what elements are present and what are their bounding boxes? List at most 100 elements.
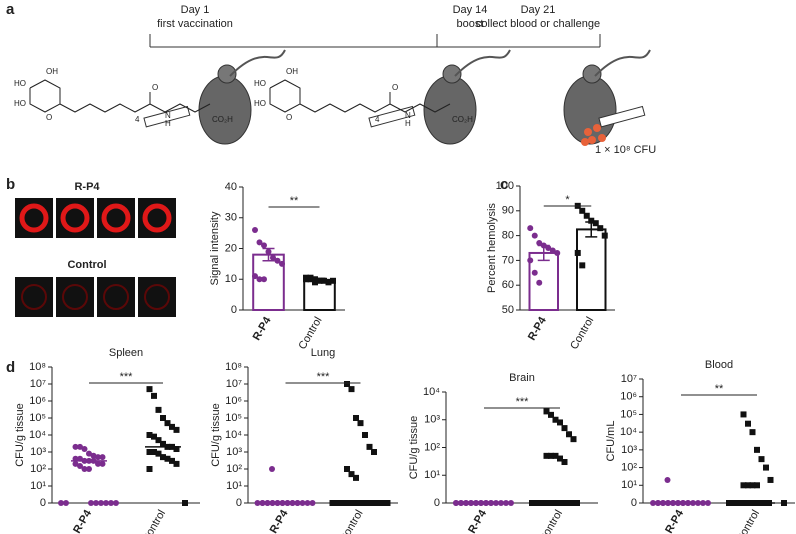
atom-label: N — [165, 111, 171, 120]
data-point — [264, 500, 271, 506]
data-point — [362, 432, 368, 438]
data-point — [90, 452, 97, 459]
data-point — [99, 454, 106, 461]
significance-label: * — [565, 194, 570, 206]
data-point — [557, 419, 563, 426]
timeline-event: first vaccination — [157, 18, 233, 30]
y-tick-label: 10⁷ — [226, 378, 242, 390]
y-tick-label: 10¹ — [226, 480, 242, 492]
image-label: R-P4 — [74, 181, 100, 193]
mouse-tail — [594, 49, 651, 77]
data-point — [559, 500, 565, 506]
y-tick-label: 30 — [225, 212, 237, 224]
data-point — [359, 500, 366, 506]
data-point — [369, 500, 376, 506]
y-tick-label: 10³ — [621, 444, 637, 456]
data-point — [155, 406, 162, 413]
data-point — [160, 415, 166, 421]
timeline-day: Day 14 — [453, 4, 488, 16]
data-point — [566, 431, 572, 438]
atom-label: OH — [286, 67, 298, 76]
y-tick-label: 10¹ — [30, 480, 46, 492]
data-point — [749, 482, 756, 489]
data-point — [552, 452, 559, 459]
data-point — [650, 500, 656, 506]
structure-bonds — [269, 79, 301, 113]
x-tick-label: Control — [568, 315, 596, 352]
y-tick-label: 80 — [502, 230, 514, 242]
data-point — [357, 420, 364, 427]
data-point — [531, 232, 538, 239]
data-point — [493, 500, 499, 506]
y-tick-label: 10⁶ — [620, 391, 637, 403]
data-point — [498, 500, 504, 506]
data-point — [781, 500, 787, 506]
data-point — [754, 446, 760, 453]
x-tick-label: Control — [140, 508, 168, 534]
data-point — [371, 449, 377, 455]
y-tick-label: 10² — [30, 463, 46, 475]
data-point — [63, 500, 69, 506]
data-point — [745, 482, 751, 489]
data-point — [173, 426, 180, 433]
x-tick-label: R-P4 — [251, 314, 274, 342]
data-point — [303, 276, 309, 283]
mouse-ear — [217, 64, 237, 84]
timeline-event: boost — [457, 18, 484, 30]
y-tick-label: 10³ — [30, 446, 46, 458]
data-point — [592, 220, 599, 227]
cell-stain — [21, 284, 47, 310]
data-point — [269, 500, 276, 506]
timeline-day: Day 1 — [181, 4, 210, 16]
bacterium — [598, 134, 606, 142]
y-tick-label: 10² — [226, 463, 242, 475]
x-tick-label: Control — [337, 508, 365, 534]
data-point — [675, 500, 681, 506]
data-point — [299, 500, 306, 506]
bacterium — [593, 124, 601, 132]
atom-label: OH — [46, 67, 58, 76]
y-tick-label: 10⁸ — [29, 361, 46, 373]
data-point — [274, 257, 281, 264]
y-tick-label: 0 — [40, 497, 46, 509]
chart-title: Spleen — [109, 347, 143, 359]
data-point — [169, 423, 175, 430]
syringe — [143, 105, 191, 128]
y-tick-label: 10⁵ — [620, 408, 637, 420]
data-point — [270, 254, 276, 261]
data-point — [349, 500, 356, 506]
data-point — [256, 276, 263, 283]
significance-label: *** — [317, 371, 331, 383]
y-tick-label: 0 — [231, 304, 237, 316]
y-tick-label: 10⁶ — [225, 395, 242, 407]
chart-title: Blood — [705, 359, 733, 371]
y-tick-label: 90 — [502, 205, 514, 217]
data-point — [685, 500, 691, 506]
data-point — [304, 500, 311, 506]
data-point — [366, 443, 373, 450]
cell-stain — [60, 203, 90, 233]
data-point — [761, 500, 767, 506]
atom-label: HO — [254, 99, 266, 108]
data-point — [597, 225, 604, 232]
data-point — [570, 436, 577, 443]
data-point — [453, 500, 459, 506]
data-point — [261, 276, 267, 283]
y-tick-label: 10⁸ — [225, 361, 242, 373]
atom-label: 4 — [375, 115, 380, 124]
data-point — [741, 500, 747, 506]
data-point — [164, 455, 171, 462]
chart-title: Lung — [311, 347, 335, 359]
cell-stain — [144, 284, 170, 310]
y-tick-label: 40 — [225, 181, 237, 193]
data-point — [588, 217, 595, 224]
data-point — [312, 279, 318, 286]
data-point — [746, 500, 752, 506]
atom-label: O — [46, 113, 52, 122]
data-point — [108, 500, 114, 506]
x-tick-label: R-P4 — [526, 314, 549, 342]
data-point — [256, 239, 263, 246]
significance-label: ** — [715, 383, 724, 395]
data-point — [309, 500, 316, 506]
y-tick-label: 10³ — [226, 446, 242, 458]
